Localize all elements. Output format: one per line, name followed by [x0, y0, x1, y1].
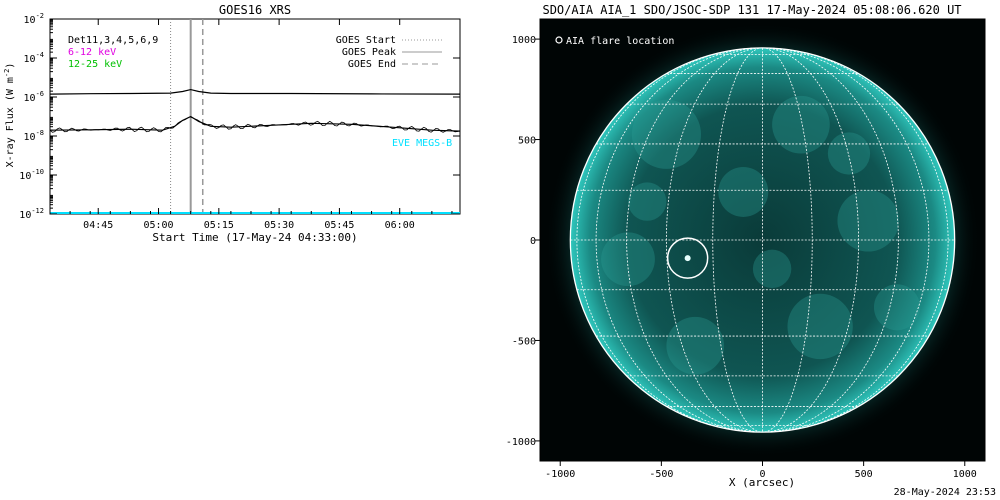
solar-limb — [569, 47, 956, 433]
goes-x-tick-label: 05:15 — [204, 220, 234, 231]
active-region-1 — [772, 95, 830, 154]
flare-legend-icon — [555, 36, 563, 44]
aia-y-tick-label: 0 — [530, 236, 536, 247]
goes-series-1-noise — [49, 116, 461, 133]
active-region-2 — [601, 232, 655, 287]
goes-legend-left-2: 12-25 keV — [68, 59, 122, 70]
goes-x-tick-label: 05:00 — [143, 220, 173, 231]
aia-image-plot: SDO/AIA AIA_1 SDO/JSOC-SDP 131 17-May-20… — [506, 3, 986, 489]
flare-bright-spot — [684, 255, 691, 262]
goes-y-axis-label: X-ray Flux (W m-2) — [3, 63, 16, 168]
goes-x-tick-label: 05:30 — [264, 220, 294, 231]
active-region-6 — [873, 284, 921, 331]
goes-annotation-eve: EVE MEGS-B — [392, 138, 452, 149]
goes-series-1 — [49, 115, 461, 132]
aia-x-tick-label: 0 — [759, 469, 765, 480]
longitude-line — [762, 47, 813, 433]
goes-y-tick-label: 10-2 — [24, 12, 44, 26]
aia-x-tick-label: -1000 — [545, 469, 575, 480]
goes-y-tick-label: 10-6 — [24, 90, 44, 104]
solar-active-regions — [601, 95, 921, 375]
goes-y-tick-label: 10-8 — [24, 129, 44, 143]
active-region-0 — [631, 99, 702, 169]
active-region-4 — [787, 293, 853, 360]
goes-x-tick-label: 05:45 — [324, 220, 354, 231]
goes-legend-left-0: Det11,3,4,5,6,9 — [68, 35, 158, 46]
aia-legend: AIA flare location — [555, 36, 674, 47]
goes-legend-right-0: GOES Start — [336, 35, 396, 46]
goes-x-axis-label: Start Time (17-May-24 04:33:00) — [152, 231, 357, 244]
flare-location-marker — [666, 237, 709, 279]
footer-timestamp: 28-May-2024 23:53 — [893, 487, 996, 498]
aia-y-tick-label: -500 — [512, 336, 536, 347]
longitude-line — [762, 47, 930, 433]
goes-x-tick-label: 04:45 — [83, 220, 113, 231]
aia-y-tick-label: 1000 — [512, 35, 536, 46]
longitude-line — [595, 47, 763, 433]
aia-y-tick-label: -1000 — [506, 437, 536, 448]
active-region-3 — [837, 190, 899, 252]
goes-series-0 — [49, 88, 461, 95]
active-region-7 — [718, 166, 769, 217]
goes-xrs-plot: GOES16 XRS 04:45 05:00 05:15 05:30 05:45 06:0… — [3, 3, 461, 244]
goes-y-tick-label: 10-12 — [19, 207, 44, 221]
goes-y-tick-label: 10-4 — [24, 51, 44, 65]
longitude-line — [762, 47, 859, 433]
longitude-line — [626, 47, 763, 433]
longitude-line — [762, 47, 899, 433]
active-region-8 — [752, 249, 792, 289]
goes-legend-right-2: GOES End — [348, 59, 396, 70]
aia-x-tick-label: 500 — [855, 469, 873, 480]
longitude-line — [712, 47, 763, 433]
longitude-line — [666, 47, 763, 433]
aia-x-tick-label: -500 — [649, 469, 673, 480]
goes-marks — [49, 19, 461, 214]
aia-image — [547, 24, 978, 456]
aia-axes: -1000 -500 0 500 1000 1000 500 0 -500 -1000 — [506, 35, 977, 480]
solar-grid — [570, 47, 955, 433]
aia-title: SDO/AIA AIA_1 SDO/JSOC-SDP 131 17-May-20… — [542, 3, 961, 17]
aia-legend-label: AIA flare location — [566, 36, 674, 47]
goes-legend-left-1: 6-12 keV — [68, 47, 116, 58]
active-region-10 — [827, 132, 871, 175]
aia-y-tick-label: 500 — [518, 136, 536, 147]
goes-title: GOES16 XRS — [219, 3, 291, 17]
aia-x-axis-label: X (arcsec) — [729, 476, 795, 489]
goes-legend-right-1: GOES Peak — [342, 47, 396, 58]
active-region-5 — [666, 316, 725, 375]
goes-x-tick-label: 06:00 — [385, 220, 415, 231]
goes-y-tick-label: 10-10 — [19, 168, 44, 182]
active-region-9 — [627, 182, 667, 221]
aia-x-tick-label: 1000 — [953, 469, 977, 480]
goes-axes: 04:45 05:00 05:15 05:30 05:45 06:00 10-12 10-10… — [19, 12, 460, 231]
